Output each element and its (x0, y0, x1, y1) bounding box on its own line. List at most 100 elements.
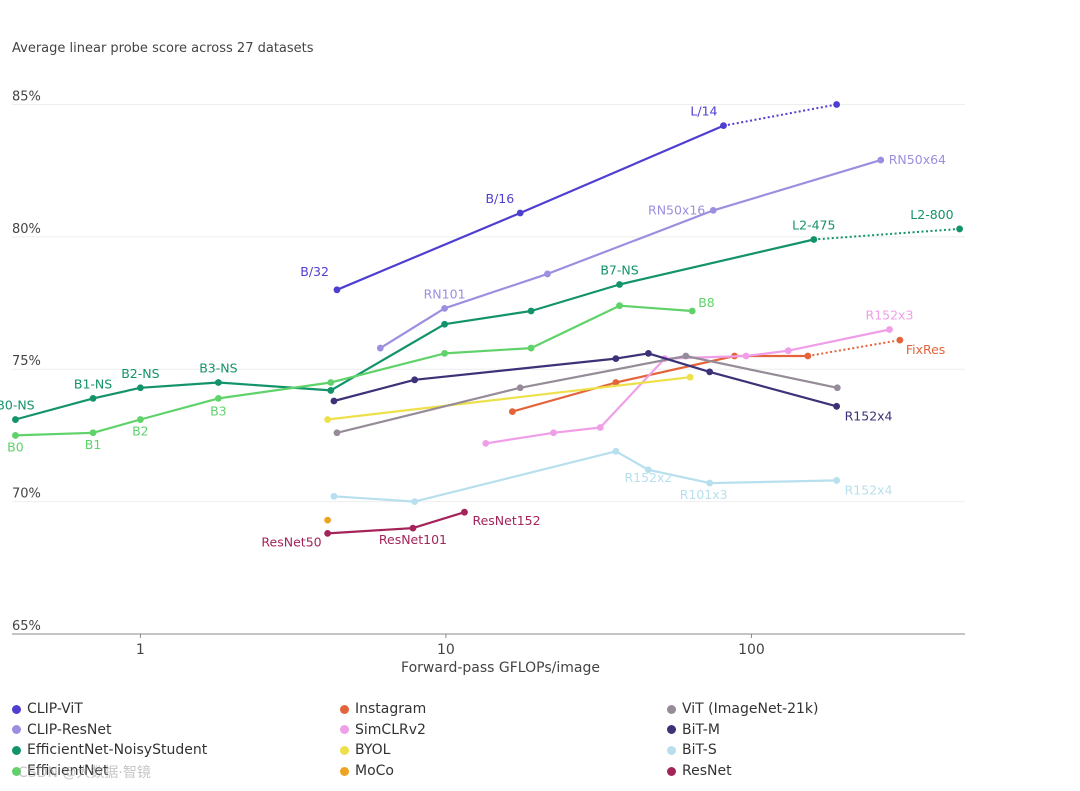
legend-swatch (340, 745, 349, 755)
legend-swatch (340, 725, 349, 735)
data-label-clip-resnet: RN50x64 (889, 152, 946, 167)
data-point-efficientnet (136, 416, 144, 423)
data-label-resnet: ResNet101 (379, 532, 447, 547)
legend-label: BiT-M (682, 721, 720, 738)
legend-item-byol: BYOL (340, 742, 390, 758)
legend-swatch (667, 766, 676, 776)
series-extension-efficientnet-noisystudent (813, 227, 960, 241)
data-point-efficientnet (441, 349, 448, 357)
data-label-clip-resnet: RN50x16 (648, 202, 705, 217)
data-point-instagram (612, 379, 620, 386)
legend-swatch (12, 725, 21, 735)
data-point-bit-s (411, 498, 419, 506)
y-tick-label: 75% (12, 354, 41, 369)
x-axis-label: Forward-pass GFLOPs/image (401, 660, 600, 676)
data-label-efficientnet-noisystudent: B7-NS (600, 263, 638, 278)
data-point-efficientnet-noisystudent (12, 416, 19, 423)
data-point-bit-m (833, 402, 841, 410)
data-point-vit-imagenet-21k (833, 384, 841, 392)
legend-item-vit-imagenet-21k: ViT (ImageNet-21k) (667, 701, 818, 717)
watermark: CSDN @大数据·智镜 (18, 765, 151, 781)
legend-item-instagram: Instagram (340, 701, 426, 717)
y-tick-label: 80% (12, 222, 41, 237)
data-point-simclrv2 (784, 347, 792, 355)
legend-swatch (12, 766, 21, 776)
legend-swatch (340, 704, 349, 714)
legend-label: EfficientNet (27, 763, 109, 780)
data-point-moco (324, 516, 332, 524)
data-point-vit-imagenet-21k (333, 429, 341, 437)
legend: CLIP-ViT CLIP-ResNet EfficientNet-NoisyStu… (0, 700, 1080, 790)
data-point-bit-m (612, 355, 620, 363)
data-point-simclrv2 (886, 326, 893, 333)
data-point-bit-m (645, 349, 652, 357)
legend-swatch (12, 745, 21, 755)
data-point-efficientnet (688, 307, 696, 315)
data-label-instagram: FixRes (906, 342, 945, 357)
data-point-byol (324, 416, 332, 423)
data-label-bit-m: R152x4 (845, 408, 893, 423)
x-tick-label: 1 (136, 642, 145, 658)
data-label-efficientnet: B8 (698, 295, 715, 310)
legend-label: BiT-S (682, 742, 717, 759)
legend-item-efficientnet-noisystudent: EfficientNet-NoisyStudent (12, 742, 207, 758)
data-point-clip-vit (333, 286, 341, 294)
data-point-efficientnet-noisystudent (89, 394, 97, 402)
data-point-instagram (896, 336, 904, 344)
data-label-efficientnet: B1 (85, 437, 102, 452)
y-tick-label: 65% (12, 619, 41, 634)
data-point-efficientnet-noisystudent (527, 307, 535, 315)
series-line-bit-s (333, 450, 837, 503)
data-point-clip-vit (720, 122, 727, 130)
data-point-efficientnet (214, 394, 222, 402)
data-point-bit-s (645, 466, 652, 474)
data-point-bit-s (330, 492, 338, 500)
legend-item-simclrv2: SimCLRv2 (340, 722, 426, 738)
data-label-efficientnet-noisystudent: L2-475 (792, 218, 835, 233)
legend-label: BYOL (355, 742, 391, 759)
data-point-clip-resnet (376, 344, 384, 352)
chart-canvas: Average linear probe score across 27 dat… (0, 41, 965, 676)
data-label-efficientnet: B3 (210, 403, 227, 418)
data-point-vit-imagenet-21k (516, 384, 524, 392)
data-point-clip-vit (516, 209, 524, 217)
data-point-simclrv2 (596, 424, 604, 431)
legend-label: EfficientNet-NoisyStudent (27, 742, 208, 759)
data-point-efficientnet-noisystudent (327, 387, 335, 394)
x-tick-label: 10 (437, 642, 455, 658)
legend-item-clip-vit: CLIP-ViT (12, 701, 83, 717)
data-label-bit-s: R101x3 (680, 487, 728, 502)
series-line-efficientnet-noisystudent (15, 238, 815, 421)
data-label-resnet: ResNet152 (472, 513, 540, 528)
data-point-efficientnet-noisystudent (214, 379, 222, 386)
data-label-efficientnet-noisystudent: B2-NS (121, 366, 159, 381)
data-label-clip-resnet: RN101 (424, 286, 466, 301)
data-point-efficientnet-noisystudent (810, 236, 818, 243)
legend-label: CLIP-ResNet (27, 721, 112, 738)
legend-item-resnet: ResNet (667, 763, 732, 779)
data-label-efficientnet-noisystudent: L2-800 (910, 207, 953, 222)
legend-label: ResNet (682, 763, 732, 780)
data-point-efficientnet (12, 432, 19, 439)
data-point-bit-s (706, 479, 714, 487)
data-point-efficientnet-noisystudent (441, 320, 448, 328)
data-point-bit-m (330, 397, 338, 405)
legend-item-moco: MoCo (340, 763, 394, 779)
data-point-efficientnet-noisystudent (616, 281, 623, 288)
y-tick-label: 70% (12, 487, 41, 502)
x-tick-label: 100 (738, 642, 765, 658)
data-point-simclrv2 (742, 352, 750, 360)
data-label-resnet: ResNet50 (261, 534, 321, 549)
data-point-simclrv2 (550, 429, 557, 437)
chart-title: Average linear probe score across 27 dat… (12, 41, 314, 56)
data-label-efficientnet-noisystudent: B0-NS (0, 398, 35, 413)
legend-swatch (667, 745, 676, 755)
data-point-bit-m (706, 368, 714, 376)
legend-swatch (667, 725, 676, 735)
legend-item-bit-m: BiT-M (667, 722, 720, 738)
legend-label: SimCLRv2 (355, 721, 426, 738)
legend-swatch (12, 704, 21, 714)
legend-label: CLIP-ViT (27, 701, 83, 717)
series-line-bit-m (333, 352, 837, 408)
data-point-clip-resnet (709, 206, 717, 214)
